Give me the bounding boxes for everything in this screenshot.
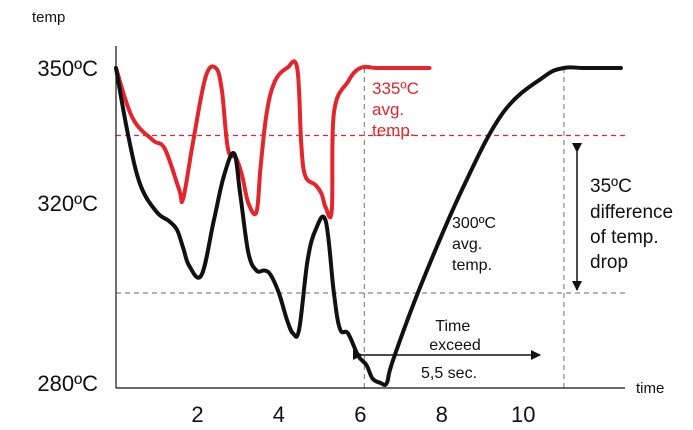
x-axis-label: time: [636, 380, 664, 397]
red-avg-line-3: temp.: [372, 121, 415, 140]
x-tick-label: 10: [511, 402, 535, 427]
reference-lines: [116, 68, 625, 388]
y-tick-label: 280ºC: [37, 371, 98, 396]
black-avg-line-2: avg.: [452, 236, 482, 253]
red-avg-line-2: avg.: [372, 100, 404, 119]
time-exceed-annotation: Time exceed: [429, 318, 481, 354]
y-tick-labels: 350ºC 320ºC 280ºC: [37, 56, 98, 396]
black-avg-annotation: 300ºC avg. temp.: [452, 215, 501, 274]
y-tick-label: 320ºC: [37, 191, 98, 216]
black-avg-line-3: temp.: [452, 257, 492, 274]
time-exceed-line-1: Time: [435, 318, 470, 335]
x-tick-label: 6: [354, 402, 366, 427]
x-tick-labels: 2 4 6 8 10: [191, 402, 535, 427]
y-axis-label: temp: [32, 9, 65, 26]
difference-line-4: drop: [590, 252, 628, 273]
time-exceed-line-2: exceed: [429, 337, 481, 354]
red-avg-annotation: 335ºC avg. temp.: [372, 79, 424, 140]
red-avg-line-1: 335ºC: [372, 79, 419, 98]
x-tick-label: 8: [436, 402, 448, 427]
x-tick-label: 2: [191, 402, 203, 427]
difference-annotation: 35ºC difference of temp. drop: [590, 176, 678, 273]
y-tick-label: 350ºC: [37, 56, 98, 81]
black-avg-line-1: 300ºC: [452, 215, 496, 232]
series-layer: [114, 59, 623, 387]
duration-label: 5,5 sec.: [421, 365, 477, 382]
difference-line-1: 35ºC: [590, 176, 632, 197]
series-line-0: [114, 59, 432, 220]
series-line-1: [114, 65, 623, 387]
x-tick-label: 4: [273, 402, 285, 427]
difference-line-2: difference: [590, 202, 673, 223]
difference-line-3: of temp.: [590, 227, 659, 248]
